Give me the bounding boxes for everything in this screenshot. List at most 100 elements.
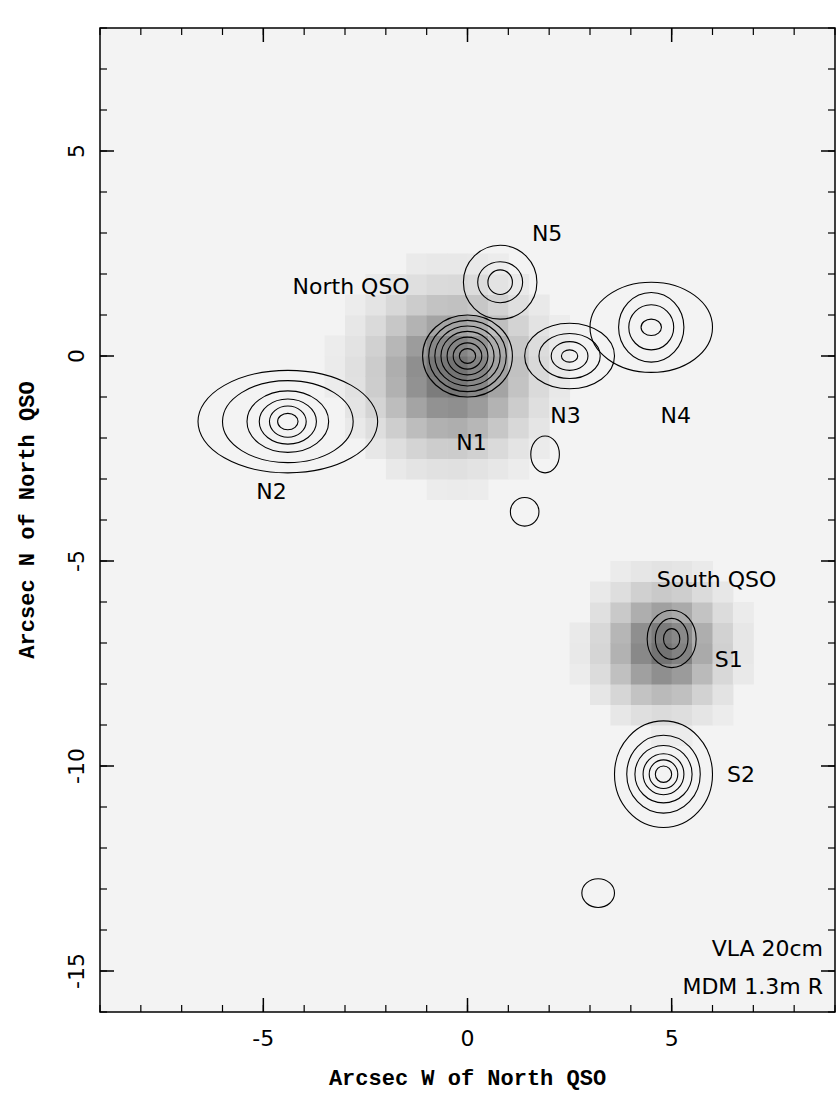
optical-pixel	[651, 684, 672, 705]
optical-pixel	[325, 356, 346, 377]
minor-tick	[828, 724, 835, 725]
contour	[615, 721, 713, 828]
minor-tick	[828, 68, 835, 69]
component-label: N2	[256, 479, 286, 504]
optical-pixel	[386, 336, 407, 357]
optical-pixel	[325, 336, 346, 357]
optical-pixel	[733, 623, 754, 644]
optical-pixel	[713, 602, 734, 623]
optical-pixel	[345, 418, 366, 439]
optical-pixel	[610, 623, 631, 644]
minor-tick	[100, 68, 107, 69]
minor-tick	[181, 1005, 182, 1012]
minor-tick	[630, 1005, 631, 1012]
minor-tick	[426, 28, 427, 35]
optical-pixel	[631, 582, 652, 603]
optical-pixel	[508, 377, 529, 398]
major-tick	[263, 998, 265, 1012]
optical-pixel	[386, 377, 407, 398]
optical-pixel	[488, 438, 509, 459]
minor-tick	[100, 191, 107, 192]
minor-tick	[344, 28, 345, 35]
optical-pixel	[508, 397, 529, 418]
optical-pixel	[488, 274, 509, 295]
major-tick	[467, 28, 469, 42]
tick-label: -5	[64, 550, 89, 572]
optical-pixel	[447, 397, 468, 418]
radio-component	[525, 323, 615, 389]
radio-component	[463, 245, 536, 319]
minor-tick	[834, 28, 835, 35]
y-axis-title: Arcsec N of North QSO	[16, 381, 41, 658]
minor-tick	[100, 314, 107, 315]
optical-pixel	[386, 397, 407, 418]
radio-component	[423, 315, 513, 397]
optical-pixel	[631, 684, 652, 705]
major-tick	[821, 150, 835, 152]
optical-pixel	[427, 438, 448, 459]
major-tick	[821, 970, 835, 972]
note: MDM 1.3m R	[682, 974, 823, 999]
minor-tick	[794, 1005, 795, 1012]
minor-tick	[549, 28, 550, 35]
optical-pixel	[570, 643, 591, 664]
minor-tick	[140, 28, 141, 35]
major-tick	[821, 560, 835, 562]
minor-tick	[100, 396, 107, 397]
optical-pixel	[345, 397, 366, 418]
minor-tick	[222, 28, 223, 35]
optical-pixel	[427, 274, 448, 295]
optical-pixel	[713, 623, 734, 644]
optical-pixel	[386, 438, 407, 459]
optical-pixel	[365, 377, 386, 398]
minor-tick	[834, 1005, 835, 1012]
optical-pixel	[508, 438, 529, 459]
optical-pixel	[631, 561, 652, 582]
contour	[647, 610, 696, 667]
minor-tick	[828, 519, 835, 520]
optical-pixel	[672, 725, 693, 746]
optical-pixel	[733, 602, 754, 623]
contour	[551, 342, 588, 371]
tick-label: 0	[64, 349, 89, 363]
optical-pixel	[590, 643, 611, 664]
minor-tick	[589, 28, 590, 35]
frame	[100, 28, 835, 1012]
optical-pixel	[427, 254, 448, 275]
minor-tick	[712, 28, 713, 35]
optical-pixel	[406, 397, 427, 418]
optical-pixel	[488, 459, 509, 480]
contour	[643, 754, 684, 795]
optical-pixel	[590, 664, 611, 685]
source-label: North QSO	[293, 274, 410, 299]
optical-pixel	[610, 561, 631, 582]
contour	[649, 760, 678, 789]
optical-pixel	[365, 356, 386, 377]
minor-tick	[385, 1005, 386, 1012]
optical-pixel	[386, 315, 407, 336]
optical-pixel	[365, 315, 386, 336]
optical-pixel	[672, 623, 693, 644]
optical-pixel	[610, 684, 631, 705]
optical-pixel	[468, 459, 489, 480]
optical-pixel	[508, 295, 529, 316]
minor-tick	[828, 191, 835, 192]
contour	[488, 270, 512, 295]
optical-pixel	[651, 705, 672, 726]
minor-tick	[508, 1005, 509, 1012]
minor-tick	[828, 1011, 835, 1012]
radio-component	[590, 282, 713, 372]
optical-pixel	[631, 623, 652, 644]
minor-tick	[589, 1005, 590, 1012]
contour	[478, 262, 523, 303]
optical-pixel	[345, 377, 366, 398]
major-tick	[467, 998, 469, 1012]
optical-pixel	[610, 602, 631, 623]
optical-pixel	[590, 582, 611, 603]
source-label: South QSO	[657, 567, 777, 592]
minor-tick	[100, 437, 107, 438]
minor-tick	[385, 28, 386, 35]
tick-label: 5	[64, 144, 89, 158]
optical-pixel	[386, 356, 407, 377]
minor-tick	[100, 478, 107, 479]
